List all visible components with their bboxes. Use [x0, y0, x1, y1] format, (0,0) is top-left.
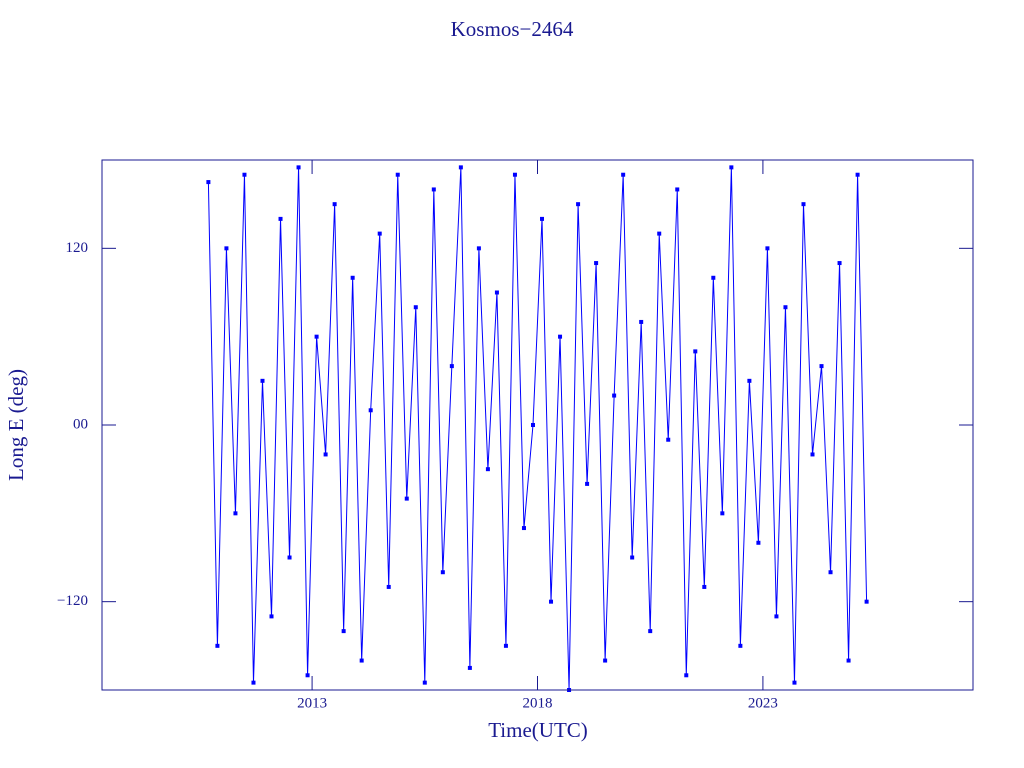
- data-point: [621, 172, 626, 177]
- data-point: [224, 246, 229, 251]
- data-point: [260, 378, 265, 383]
- data-point: [503, 643, 508, 648]
- data-point: [810, 452, 815, 457]
- data-point: [783, 305, 788, 310]
- y-tick-label: 120: [66, 240, 89, 256]
- data-point: [395, 172, 400, 177]
- data-point: [494, 290, 499, 295]
- data-point: [612, 393, 617, 398]
- plot-area: [206, 165, 869, 692]
- data-point: [864, 599, 869, 604]
- data-point: [350, 275, 355, 280]
- data-point: [576, 202, 581, 207]
- y-tick-label: 00: [73, 416, 88, 432]
- data-point: [657, 231, 662, 236]
- data-point: [386, 584, 391, 589]
- data-point: [693, 349, 698, 354]
- data-point: [747, 378, 752, 383]
- data-point: [819, 364, 824, 369]
- data-point: [530, 423, 535, 427]
- data-point: [603, 658, 608, 663]
- data-point: [404, 496, 409, 501]
- data-point: [684, 673, 689, 678]
- data-point: [630, 555, 635, 560]
- data-point: [341, 629, 346, 634]
- y-axis-label: Long E (deg): [4, 369, 28, 481]
- data-point: [792, 680, 797, 685]
- data-point: [278, 216, 283, 221]
- data-point: [458, 165, 463, 170]
- y-tick-label: −120: [57, 593, 88, 609]
- data-point: [413, 305, 418, 310]
- data-point: [206, 180, 211, 185]
- data-point: [639, 319, 644, 324]
- data-point: [711, 275, 716, 280]
- data-point: [774, 614, 779, 619]
- data-point: [467, 665, 472, 670]
- data-point: [269, 614, 274, 619]
- data-point: [377, 231, 382, 236]
- data-point: [359, 658, 364, 663]
- data-point: [540, 216, 545, 221]
- data-point: [729, 165, 734, 170]
- data-point: [585, 481, 590, 486]
- data-point: [296, 165, 301, 170]
- data-point: [801, 202, 806, 207]
- data-point: [828, 570, 833, 575]
- data-point: [332, 202, 337, 207]
- data-point: [521, 526, 526, 531]
- data-point: [666, 437, 671, 442]
- data-point: [368, 408, 373, 413]
- data-point: [837, 261, 842, 266]
- data-point: [323, 452, 328, 457]
- data-point: [215, 643, 220, 648]
- data-point: [512, 172, 517, 177]
- chart-title: Kosmos−2464: [451, 17, 574, 41]
- data-point: [422, 680, 427, 685]
- data-line: [207, 167, 868, 691]
- data-point: [756, 540, 761, 545]
- x-axis-label: Time(UTC): [488, 718, 588, 742]
- x-tick-label: 2023: [748, 695, 778, 711]
- data-point: [720, 511, 725, 516]
- data-point: [476, 246, 481, 251]
- data-point: [305, 673, 310, 678]
- data-point: [549, 599, 554, 604]
- data-point: [242, 172, 247, 177]
- data-point: [449, 364, 454, 369]
- data-point: [594, 261, 599, 266]
- data-point: [738, 643, 743, 648]
- x-tick-label: 2013: [297, 695, 327, 711]
- data-point: [287, 555, 292, 560]
- data-point: [855, 172, 860, 177]
- x-tick-label: 2018: [523, 695, 553, 711]
- data-point: [431, 187, 436, 192]
- data-point: [558, 334, 563, 339]
- data-point: [765, 246, 770, 251]
- data-point: [251, 680, 256, 685]
- data-point: [846, 658, 851, 663]
- data-point: [440, 570, 445, 575]
- data-point: [675, 187, 680, 192]
- data-point: [314, 334, 319, 339]
- data-point: [648, 629, 653, 634]
- data-point: [233, 511, 238, 516]
- data-point: [485, 467, 490, 472]
- data-point: [702, 584, 707, 589]
